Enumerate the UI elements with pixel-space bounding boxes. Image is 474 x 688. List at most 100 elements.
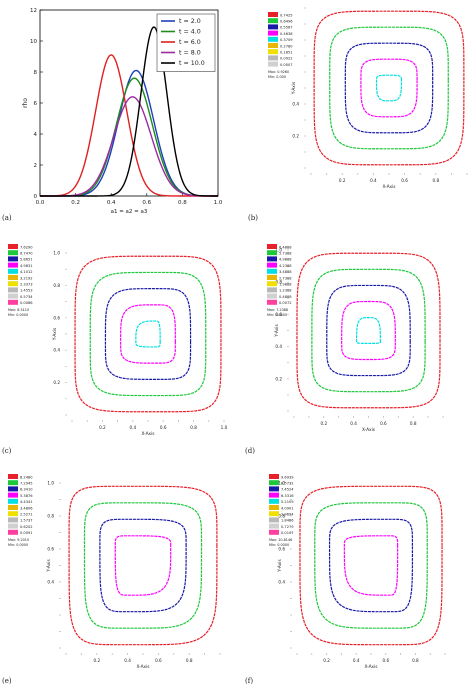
legend-swatch	[267, 287, 277, 293]
contour-line-4	[355, 317, 382, 344]
y-tick-label: 0.2	[292, 134, 299, 139]
contour-line-1	[89, 271, 207, 397]
x-axis-dot	[326, 173, 328, 175]
legend-swatch	[8, 480, 18, 486]
legend-swatch	[269, 523, 279, 529]
legend-entry: 2.3373	[20, 283, 33, 287]
legend-entry: 0.0922	[280, 57, 293, 61]
legend-entry: 1.9888	[279, 283, 292, 287]
legend-swatch	[8, 299, 18, 305]
x-axis-dot	[340, 653, 342, 655]
legend-entry: 3.2192	[20, 276, 33, 280]
y-tick-label: 0.6	[275, 312, 282, 317]
x-axis-dot	[311, 653, 313, 655]
legend-swatch	[267, 244, 277, 249]
y-axis-dot	[65, 349, 67, 351]
line-chart-svg: 0.0 0.2 0.4 0.6 0.8 1.0 0 2 4 6 8 10 12 rho a1 = a2 = …	[22, 8, 223, 215]
y-axis-dot	[287, 410, 289, 412]
legend-swatch	[268, 49, 278, 55]
series-line-4	[40, 26, 218, 197]
x-tick-label: 0.6	[380, 421, 387, 426]
y-axis-dot	[59, 482, 61, 484]
panel-label-d: (d)	[245, 447, 255, 455]
panel-label-f: (f)	[245, 677, 254, 685]
legend-swatch	[269, 498, 279, 504]
legend-swatch	[8, 287, 18, 293]
y-axis-dot	[287, 249, 289, 251]
x-axis-dot	[450, 173, 452, 175]
legend-entry: 0.2780	[280, 44, 293, 48]
y-axis-dot	[290, 499, 292, 500]
x-tick-label: 0.4	[124, 658, 131, 663]
contour-line-0	[299, 485, 443, 646]
legend-entry: 2.7388	[279, 276, 292, 280]
legend-swatch	[8, 293, 18, 299]
legend-entry: 6.3410	[20, 488, 33, 492]
legend-entry: 5.2109	[281, 500, 294, 504]
legend-entry: t = 8.0	[179, 50, 201, 57]
legend-entry: 1.2388	[279, 289, 292, 293]
legend-swatch	[8, 262, 18, 268]
x-axis-dot	[444, 653, 446, 655]
y-tick-label: 1.0	[278, 481, 285, 486]
x-axis-dot	[117, 420, 119, 422]
legend-entry: 5.8651	[20, 258, 33, 262]
panel-f-contour: 0.2 0.4 0.6 0.8 0.4 0.6 0.8 1.0 X-Axis Y-Axis 9.69…	[237, 458, 474, 688]
legend-entry: 1.4553	[20, 289, 33, 293]
y-tick-label: 0.4	[275, 344, 282, 349]
y-tick-label: 0.4	[292, 102, 299, 107]
y-axis-dot	[65, 284, 67, 286]
x-axis-dot	[400, 653, 402, 655]
contour-line-4	[135, 320, 161, 348]
legend-entry: 3.4888	[279, 270, 292, 274]
y-tick-label: 0	[34, 194, 38, 200]
legend-entry: 0.7425	[280, 13, 293, 17]
y-tick-label: 0.8	[275, 280, 282, 285]
legend-note: Min: 0.0000	[269, 543, 289, 547]
legend-entry: 0.7279	[281, 525, 294, 529]
y-axis-dot	[59, 532, 61, 533]
legend-note: Max: 9.2015	[8, 538, 29, 542]
y-tick-label: 1.0	[53, 251, 60, 256]
contour-plot-f: 0.2 0.4 0.6 0.8 0.4 0.6 0.8 1.0 X-Axis Y-Axis 9.69…	[269, 474, 446, 670]
x-tick-label: 0.2	[99, 425, 106, 430]
y-axis-dot	[287, 265, 289, 267]
legend-swatch	[268, 18, 278, 24]
contour-plot-e: 0.2 0.4 0.6 0.8 0.4 0.6 0.8 1.0 X-Axis Y-Axis 8.24…	[8, 474, 221, 670]
x-axis-dot	[338, 416, 340, 418]
y-tick-label: 0.2	[275, 376, 282, 381]
y-axis-dot	[304, 23, 306, 25]
legend-entry: 0.4888	[279, 295, 292, 299]
legend-swatch	[8, 511, 18, 517]
legend-entry: 7.2945	[20, 482, 33, 486]
contour-line-3	[343, 535, 399, 596]
x-tick-label: 0.2	[320, 421, 327, 426]
y-axis-dot	[287, 313, 289, 315]
x-axis-dot	[173, 653, 175, 655]
x-axis-dot	[357, 173, 359, 175]
y-tick-label: 0.4	[53, 348, 60, 353]
x-axis-label: X-Axis	[362, 427, 376, 433]
legend-swatch	[267, 275, 277, 280]
x-axis-dot	[293, 416, 295, 418]
legend-entry: 6.3316	[281, 494, 294, 498]
legend-swatch	[8, 505, 18, 510]
panel-c-contour: 0.2 0.4 0.6 0.8 1.0 0.2 0.4 0.6 0.8 1.0 X-Axis Y-Ax…	[0, 228, 237, 458]
legend-entry: t = 2.0	[179, 18, 201, 25]
legend-entry: t = 6.0	[179, 39, 201, 46]
panel-label-e: (e)	[2, 677, 12, 685]
x-axis-dot	[372, 173, 374, 175]
legend-entry: 4.1012	[20, 270, 33, 274]
x-tick-label: 0.4	[129, 425, 136, 430]
legend-note: Min: 0.0000	[267, 313, 287, 317]
contour-line-1	[329, 26, 449, 150]
contour-line-0	[313, 10, 465, 166]
contour-line-3	[360, 58, 418, 118]
y-axis-dot	[59, 631, 61, 632]
x-tick-label: 0.4	[353, 658, 360, 663]
legend-swatch	[268, 55, 278, 61]
y-axis-dot	[290, 548, 292, 550]
x-axis-dot	[326, 653, 328, 655]
legend-swatch	[8, 244, 18, 249]
x-axis-dot	[65, 653, 67, 655]
